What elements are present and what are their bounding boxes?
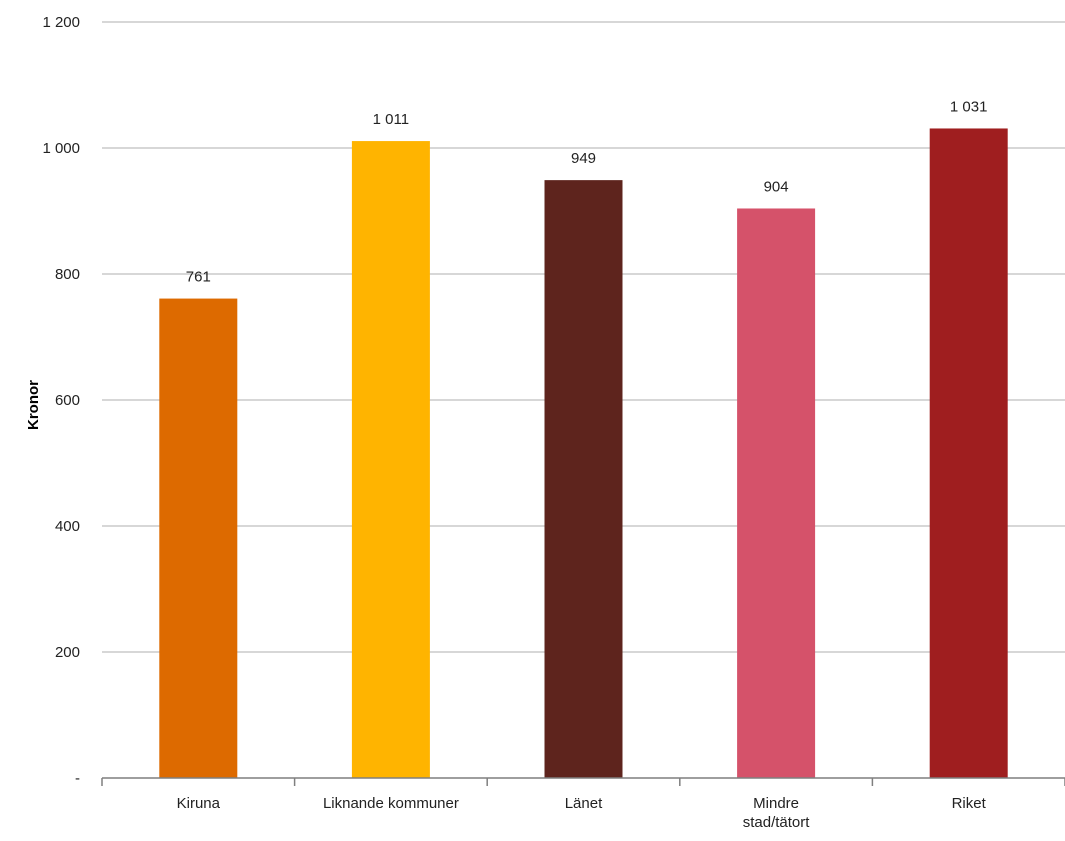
data-label: 761 [186,269,211,286]
bar [544,180,623,778]
x-category-label: Kiruna [177,795,221,812]
bars [159,128,1008,779]
y-tick-label: 800 [55,266,80,283]
bar [351,141,430,778]
data-label: 904 [764,178,789,195]
data-label: 949 [571,150,596,167]
labels: - 200 400 600 800 1 000 1 200 761 Kiruna 1 011 Lik… [42,14,987,831]
y-tick-label: - [75,770,80,787]
y-tick-label: 1 000 [42,140,80,157]
y-tick-label: 600 [55,392,80,409]
bar [929,128,1008,779]
x-category-label: Riket [952,795,987,812]
x-category-label: Länet [565,795,603,812]
axes [101,777,1065,786]
y-axis-title: Kronor [25,380,42,430]
bar [737,208,816,779]
data-label: 1 011 [373,111,409,128]
y-tick-label: 400 [55,518,80,535]
y-tick-label: 200 [55,644,80,661]
x-category-label: Mindre [753,795,799,812]
x-category-label: Liknande kommuner [323,795,459,812]
bar [159,298,238,778]
x-category-label: stad/tätort [743,814,811,831]
data-label: 1 031 [950,98,988,115]
y-tick-label: 1 200 [42,14,80,31]
